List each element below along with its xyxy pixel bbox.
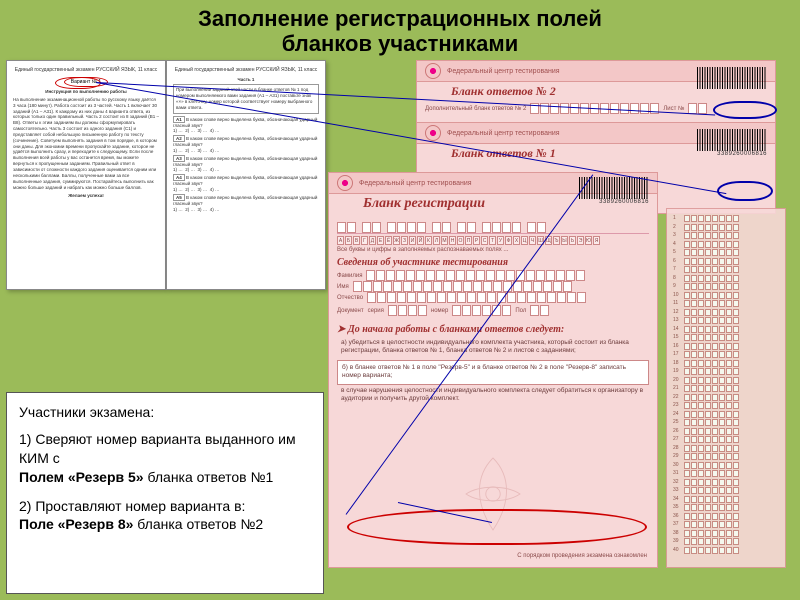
title-line-2: бланков участниками <box>10 31 790 56</box>
kim-header: Единый государственный экзамен РУССКИЙ Я… <box>13 67 159 74</box>
form-answers-2: Федеральный центр тестирования Бланк отв… <box>416 60 776 130</box>
alphabet-sample-row: АБВГДЕЁЖЗИЙКЛМНОПРСТУФХЦЧШЩЪЫЬЭЮЯ <box>337 236 649 245</box>
instr-c: в случае нарушения целостности индивидуа… <box>337 385 649 405</box>
canvas: Единый государственный экзамен РУССКИЙ Я… <box>6 60 794 594</box>
notes-p1c: бланка ответов №1 <box>144 469 274 485</box>
instr-b-red-oval <box>347 509 647 545</box>
kim-page-1: Единый государственный экзамен РУССКИЙ Я… <box>6 60 166 290</box>
kim-header-2: Единый государственный экзамен РУССКИЙ Я… <box>173 67 319 74</box>
notes-p1b: Полем «Резерв 5» <box>19 469 144 485</box>
notes-panel: Участники экзамена: 1) Сверяют номер вар… <box>6 392 324 594</box>
reg-footer: С порядком проведения экзамена ознакомле… <box>517 553 647 559</box>
prestart-text: До начала работы с бланками ответов след… <box>348 324 564 335</box>
reg-sec-prestart: ➤ До начала работы с бланками ответов сл… <box>337 324 649 335</box>
fct-logo-icon-1 <box>425 125 441 141</box>
fct-logo-icon <box>425 63 441 79</box>
kim-wish: Желаем успеха! <box>13 193 159 199</box>
page-title: Заполнение регистрационных полей бланков… <box>0 0 800 65</box>
fct-label-1: Федеральный центр тестирования <box>447 130 560 137</box>
fct-label-reg: Федеральный центр тестирования <box>359 180 472 187</box>
notes-p2c: бланка ответов №2 <box>133 516 263 532</box>
notes-p2b: Поле «Резерв 8» <box>19 516 133 532</box>
instr-b: б) в бланке ответов № 1 в поле "Резерв-5… <box>337 360 649 384</box>
variant-red-oval <box>55 77 101 89</box>
kim-page-2: Единый государственный экзамен РУССКИЙ Я… <box>166 60 326 290</box>
barcode-icon <box>697 67 767 89</box>
fct-logo-icon-reg <box>337 175 353 191</box>
reg-sec-participant: Сведения об участнике тестирования <box>337 257 649 268</box>
sample-note: Все буквы и цифры в заполняемых распозна… <box>337 247 649 253</box>
kim-part-1: Часть 1 <box>173 77 319 83</box>
extra-label: Дополнительный бланк ответов № 2 <box>425 106 526 112</box>
notes-p2a: 2) Проставляют номер варианта в: <box>19 498 245 514</box>
form-registration: Федеральный центр тестирования Бланк рег… <box>328 172 658 568</box>
barcode-number-reg: 3389260006816 <box>599 199 649 205</box>
instr-a: а) убедиться в целостности индивидуально… <box>337 337 649 357</box>
sheet-label: Лист № <box>663 106 684 112</box>
barcode-icon-reg <box>579 177 649 199</box>
kim-tasks: А1 В каком слове верно выделена буква, о… <box>173 117 319 213</box>
form-answers-grid: 1234567891011121314151617181920212223242… <box>666 208 786 568</box>
barcode-number-1: 3389260006816 <box>717 151 767 157</box>
notes-heading: Участники экзамена: <box>19 403 311 422</box>
kim-body: На выполнение экзаменационной работы по … <box>13 97 159 191</box>
barcode-icon-1 <box>697 129 767 151</box>
notes-p1a: 1) Сверяют номер варианта выданного им К… <box>19 431 296 466</box>
title-line-1: Заполнение регистрационных полей <box>10 6 790 31</box>
fct-label-2: Федеральный центр тестирования <box>447 68 560 75</box>
